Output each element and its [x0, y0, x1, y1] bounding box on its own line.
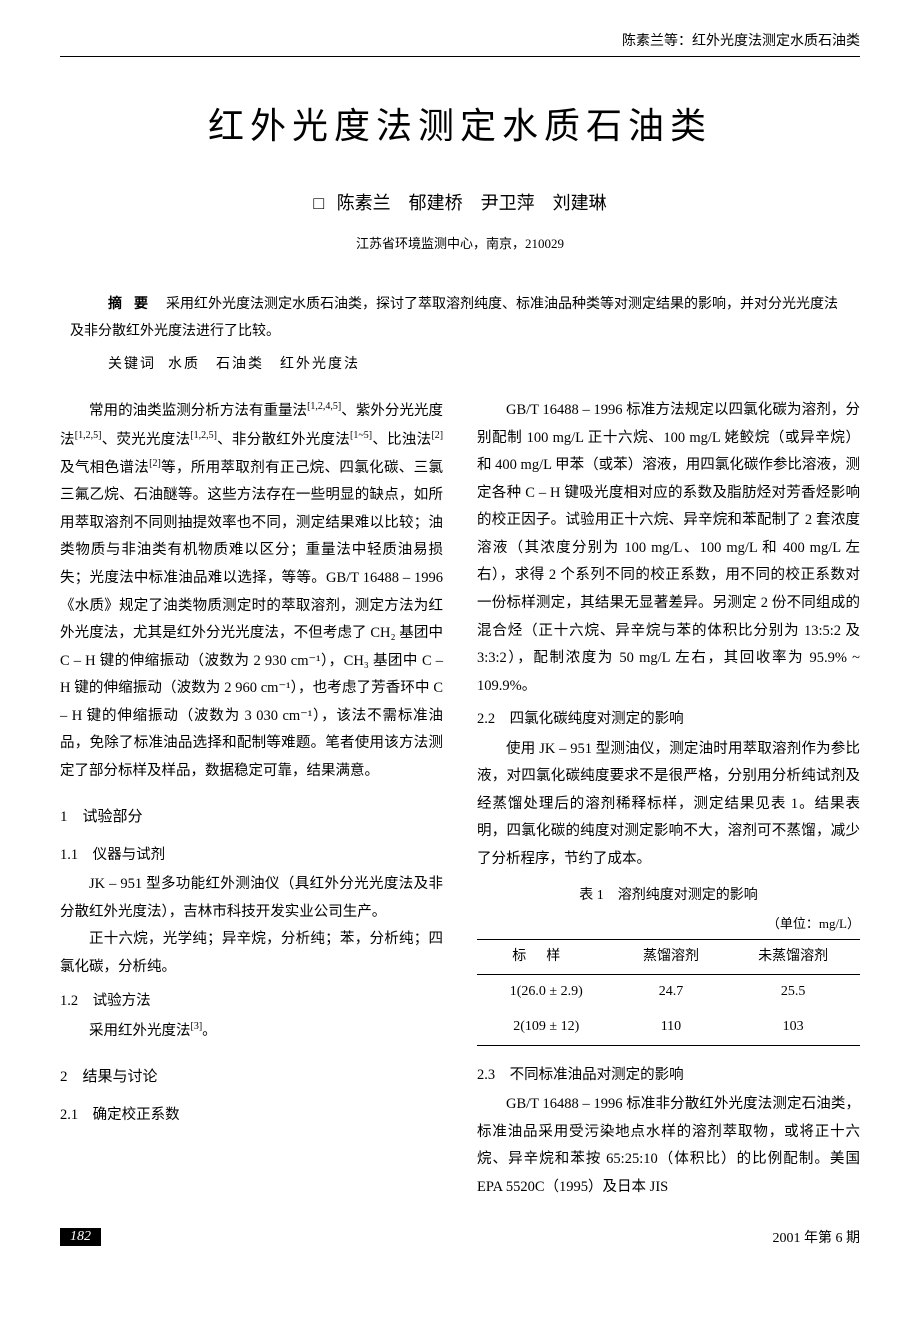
keywords: 关键词水质 石油类 红外光度法: [108, 353, 860, 373]
citation-sup: [2]: [149, 458, 161, 469]
section-1-2-p1: 采用红外光度法[3]。: [60, 1017, 443, 1045]
article-title: 红外光度法测定水质石油类: [60, 97, 860, 149]
table-row: 2(109 ± 12) 110 103: [477, 1010, 860, 1045]
section-2-heading: 2 结果与讨论: [60, 1063, 443, 1092]
section-1-heading: 1 试验部分: [60, 803, 443, 832]
table-1-caption: 表 1 溶剂纯度对测定的影响: [477, 883, 860, 910]
subsection-2-2-heading: 2.2 四氯化碳纯度对测定的影响: [477, 706, 860, 734]
abstract-label: 摘要: [108, 297, 160, 312]
section-1-1-p1: JK – 951 型多功能红外测油仪（具红外分光光度法及非分散红外光度法），吉林…: [60, 871, 443, 926]
abstract: 摘要采用红外光度法测定水质石油类，探讨了萃取溶剂纯度、标准油品种类等对测定结果的…: [70, 292, 850, 345]
citation-sup: [2]: [431, 430, 443, 441]
abstract-text: 采用红外光度法测定水质石油类，探讨了萃取溶剂纯度、标准油品种类等对测定结果的影响…: [70, 297, 838, 339]
intro-paragraph: 常用的油类监测分析方法有重量法[1,2,4,5]、紫外分光光度法[1,2,5]、…: [60, 397, 443, 785]
author-box-glyph: □: [313, 193, 324, 214]
citation-sup: [1,2,4,5]: [307, 401, 341, 412]
citation-sup: [1~5]: [350, 430, 372, 441]
subsection-2-3-heading: 2.3 不同标准油品对测定的影响: [477, 1062, 860, 1090]
section-1-1-p2: 正十六烷，光学纯；异辛烷，分析纯；苯，分析纯；四氯化碳，分析纯。: [60, 926, 443, 981]
right-column: GB/T 16488 – 1996 标准方法规定以四氯化碳为溶剂，分别配制 10…: [477, 397, 860, 1201]
section-2-1-p1: GB/T 16488 – 1996 标准方法规定以四氯化碳为溶剂，分别配制 10…: [477, 397, 860, 700]
author-names: 陈素兰 郁建桥 尹卫萍 刘建琳: [337, 193, 607, 213]
citation-sup: [3]: [191, 1021, 203, 1032]
affiliation: 江苏省环境监测中心，南京，210029: [60, 233, 860, 252]
table-1-unit: （单位：mg/L）: [477, 912, 860, 937]
keywords-text: 水质 石油类 红外光度法: [168, 357, 360, 372]
authors-line: □ 陈素兰 郁建桥 尹卫萍 刘建琳: [60, 189, 860, 215]
subsection-2-1-heading: 2.1 确定校正系数: [60, 1102, 443, 1130]
table-1: 标样 蒸馏溶剂 未蒸馏溶剂 1(26.0 ± 2.9) 24.7 25.5 2(…: [477, 939, 860, 1046]
subsection-1-2-heading: 1.2 试验方法: [60, 988, 443, 1016]
body-columns: 常用的油类监测分析方法有重量法[1,2,4,5]、紫外分光光度法[1,2,5]、…: [60, 397, 860, 1201]
issue-label: 2001 年第 6 期: [773, 1227, 861, 1247]
table-1-col-0: 标样: [477, 939, 616, 975]
citation-sup: [1,2,5]: [75, 430, 102, 441]
page-footer: 182 2001 年第 6 期: [60, 1227, 860, 1247]
running-head: 陈素兰等：红外光度法测定水质石油类: [60, 30, 860, 57]
table-1-col-2: 未蒸馏溶剂: [726, 939, 860, 975]
subsection-1-1-heading: 1.1 仪器与试剂: [60, 842, 443, 870]
left-column: 常用的油类监测分析方法有重量法[1,2,4,5]、紫外分光光度法[1,2,5]、…: [60, 397, 443, 1201]
section-2-2-p1: 使用 JK – 951 型测油仪，测定油时用萃取溶剂作为参比液，对四氯化碳纯度要…: [477, 736, 860, 874]
page-number: 182: [60, 1228, 101, 1246]
section-2-3-p1: GB/T 16488 – 1996 标准非分散红外光度法测定石油类，标准油品采用…: [477, 1091, 860, 1201]
citation-sup: [1,2,5]: [190, 430, 217, 441]
table-1-col-1: 蒸馏溶剂: [616, 939, 727, 975]
keywords-label: 关键词: [108, 357, 156, 372]
table-row: 1(26.0 ± 2.9) 24.7 25.5: [477, 975, 860, 1010]
